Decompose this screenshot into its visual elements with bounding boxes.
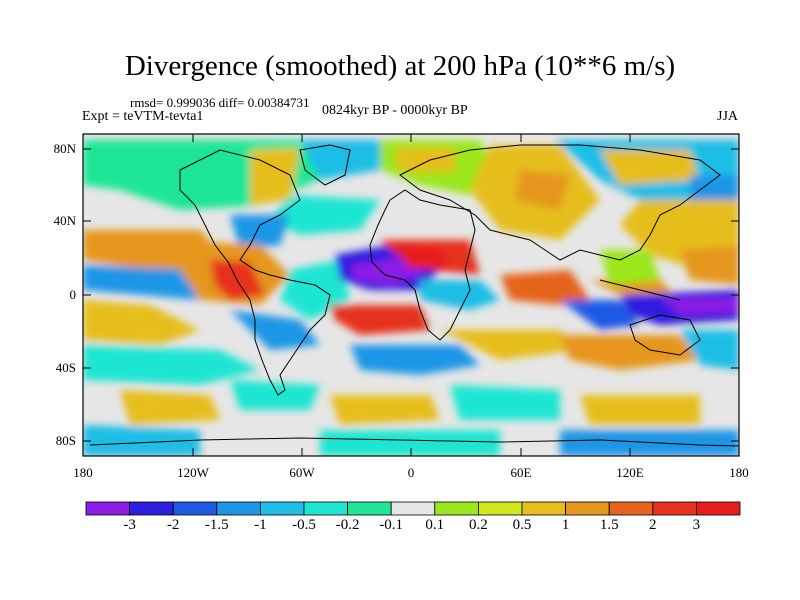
colorbar-swatch (608, 501, 654, 516)
colorbar-swatch (521, 501, 566, 516)
colorbar-swatch (696, 501, 741, 516)
lat-label-80s: 80S (55, 433, 76, 448)
colorbar-swatch (477, 501, 523, 516)
contour-fields (83, 140, 739, 456)
lon-label-120w: 120W (177, 465, 209, 480)
lat-label-0: 0 (69, 287, 77, 302)
colorbar-swatch (172, 501, 218, 516)
lat-label-80n: 80N (53, 141, 76, 156)
colorbar-label: 0.1 (425, 517, 445, 533)
colorbar-swatch (390, 501, 436, 516)
axis-ticks (83, 134, 739, 456)
lon-label-180e: 180 (729, 465, 749, 480)
stats-text: rmsd= 0.999036 diff= 0.00384731 (130, 95, 310, 110)
colorbar-label: -2 (166, 517, 180, 533)
lat-label-40s: 40S (55, 360, 76, 375)
colorbar-label: -0.5 (292, 517, 316, 533)
lon-label-120e: 120E (616, 465, 644, 480)
lon-label-0: 0 (407, 465, 415, 480)
lon-label-180w: 180 (73, 465, 93, 480)
colorbar-label: 1.5 (599, 517, 619, 533)
colorbar-label: -0.1 (379, 517, 404, 533)
colorbar-swatch (347, 501, 392, 516)
colorbar-swatch (652, 501, 697, 516)
colorbar-swatch (565, 501, 610, 516)
colorbar (85, 501, 741, 516)
colorbar-swatch (129, 501, 174, 516)
colorbar-swatch (434, 501, 479, 516)
period-label: 0824kyr BP - 0000kyr BP (322, 103, 468, 118)
colorbar-label: -0.2 (335, 517, 360, 533)
colorbar-label: -1.5 (204, 517, 229, 533)
colorbar-swatch (303, 501, 348, 516)
colorbar-label: 2 (649, 517, 657, 533)
colorbar-label: 1 (561, 517, 570, 533)
colorbar-swatch (85, 501, 130, 516)
coastlines (89, 144, 739, 447)
lon-label-60e: 60E (510, 465, 532, 480)
season-label: JJA (717, 109, 739, 124)
colorbar-swatch (216, 501, 261, 516)
colorbar-swatch (259, 501, 305, 516)
colorbar-label: -1 (254, 517, 267, 533)
colorbar-label: 3 (692, 517, 701, 533)
colorbar-label: 0.2 (469, 517, 488, 533)
lat-label-40n: 40N (53, 213, 76, 228)
lon-label-60w: 60W (289, 465, 315, 480)
experiment-label: Expt = teVTM-tevta1 (82, 109, 204, 124)
chart-title: Divergence (smoothed) at 200 hPa (10**6 … (124, 50, 676, 82)
colorbar-label: -3 (123, 517, 136, 533)
colorbar-label: 0.5 (512, 517, 532, 533)
